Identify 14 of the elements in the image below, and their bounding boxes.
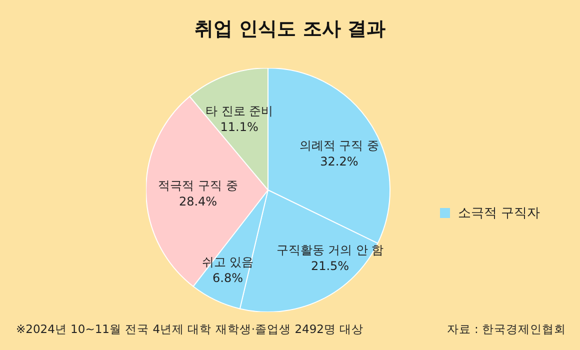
slice-label: 의례적 구직 중: [299, 138, 380, 152]
slice-label: 쉬고 있음: [202, 254, 254, 269]
slice-label: 적극적 구직 중: [158, 178, 238, 193]
data-label: 11.1%: [220, 120, 258, 134]
data-label: 21.5%: [310, 258, 350, 273]
data-label: 28.4%: [178, 194, 218, 209]
slice-label: 구직활동 거의 안 함: [276, 242, 384, 257]
legend-title: 소극적 구직자: [458, 205, 540, 222]
text: ※2024년 10~11월 전국 4년제 대학 재학생·졸업생 2492명 대상: [16, 322, 364, 337]
slice-label: 타 진로 준비: [205, 104, 274, 118]
data-label: 32.2%: [320, 154, 358, 168]
chart-title: 취업 인식도 조사 결과: [194, 17, 386, 42]
text: 자료 : 한국경제인협회: [446, 322, 566, 337]
data-label: 6.8%: [212, 270, 244, 285]
